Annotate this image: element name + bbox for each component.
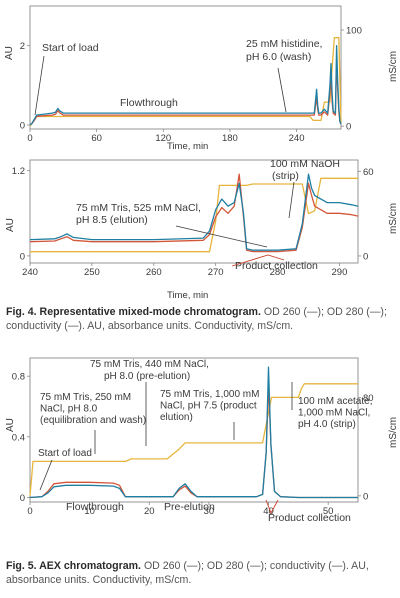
- fig5-frame: [29, 357, 359, 503]
- fig4-bottom-y2label: mS/cm: [388, 203, 399, 234]
- fig5-series-conductivity: [29, 383, 358, 496]
- fig4-bottom-series-conductivity: [30, 177, 358, 253]
- fig4-bottom-xtick-label: 290: [332, 267, 348, 278]
- annotation-product-elution-buffer-line1: 75 mM Tris, 1,000 mM: [160, 389, 259, 400]
- annotation-product-collection-fig5-pointer: [265, 499, 279, 515]
- fig4-bottom-xtick-label: 260: [146, 267, 162, 278]
- fig4-bottom-ylabel: AU: [5, 218, 16, 232]
- fig4-top-plot-area: 0 60 120 180 240 0 2 0 100: [20, 5, 362, 144]
- fig4-bottom-chart: 240 250 260 270 280 290 0 1.2 0 60 AU mS/cm Time,…: [5, 158, 399, 301]
- annotation-acetate-strip-line2: 1,000 mM NaCl,: [298, 408, 370, 419]
- annotation-product-elution-buffer-line2: NaCl, pH 7.5 (product: [160, 401, 257, 412]
- annotation-naoh-strip-line2: (strip): [272, 170, 299, 182]
- fig5-series-od260: [29, 366, 358, 499]
- fig5-ytick-label: 0: [20, 493, 25, 504]
- fig4-top-ylabel: AU: [4, 46, 15, 60]
- fig4-top-xtick-label: 240: [289, 133, 305, 144]
- fig5-xtick-label: 30: [204, 506, 215, 517]
- annotation-acetate-strip-line1: 100 mM acetate,: [298, 396, 372, 407]
- annotation-start-of-load-fig5-pointer: [39, 459, 53, 491]
- annotation-product-elution-buffer-line3: elution): [160, 412, 193, 423]
- fig4-top-series-od260: [29, 45, 342, 126]
- fig4-bottom-plot-area: 240 250 260 270 280 290 0 1.2 0 60: [12, 159, 374, 278]
- annotation-acetate-strip: 100 mM acetate, 1,000 mM NaCl, pH 4.0 (s…: [298, 396, 375, 430]
- fig4-top-y2tick-label: 0: [346, 122, 351, 133]
- fig4-caption-body: OD 260 (—); OD 280 (—); conductivity (—)…: [6, 306, 387, 332]
- fig4-bottom-xtick-label: 280: [270, 267, 286, 278]
- fig5-xtick-label: 20: [144, 506, 155, 517]
- annotation-start-of-load-pointer: [34, 55, 45, 116]
- fig5-caption-title: Fig. 5. AEX chromatogram.: [6, 560, 141, 572]
- fig4-bottom-y2tick-label: 0: [363, 251, 368, 262]
- annotation-start-of-load: Start of load: [42, 42, 99, 54]
- fig5-y2tick-label: 0: [363, 491, 368, 502]
- annotation-flowthrough-fig5: Flowthrough: [66, 501, 124, 513]
- fig5-caption: Fig. 5. AEX chromatogram. OD 260 (—); OD…: [6, 560, 394, 587]
- fig4-bottom-ytick-label: 0: [20, 251, 25, 262]
- fig4-top-frame: [29, 5, 342, 130]
- fig5-ylabel: AU: [5, 418, 16, 432]
- annotation-product-collection-fig5: Product collection: [268, 512, 351, 524]
- annotation-histidine-wash-line1: 25 mM histidine,: [246, 38, 322, 50]
- annotation-elution: 75 mM Tris, 525 mM NaCl, pH 8.5 (elution…: [76, 202, 204, 226]
- annotation-equilibration-line2: NaCl, pH 8.0: [40, 404, 98, 415]
- annotation-flowthrough-top: Flowthrough: [120, 97, 178, 109]
- annotation-pre-elution-buffer-line2: pH 8.0 (pre-elution): [104, 371, 190, 382]
- fig4-bottom-xlabel: Time, min: [167, 290, 208, 301]
- fig4-top-xtick-label: 120: [155, 133, 171, 144]
- fig4-bottom-frame: [29, 159, 359, 264]
- fig4-top-xtick-label: 180: [222, 133, 238, 144]
- annotation-product-collection-top: Product collection: [235, 260, 318, 272]
- fig5-xtick-label: 10: [84, 506, 95, 517]
- annotation-pre-elution-peak: Pre-elution: [164, 501, 215, 513]
- fig5-chart: 0 10 20 30 40 50 0 0.4 0.8 0 80 AU mS/cm 75 mM Tri…: [5, 357, 399, 524]
- fig4-caption-title: Fig. 4. Representative mixed-mode chroma…: [6, 306, 261, 318]
- fig4-top-series-od280: [29, 60, 342, 126]
- annotation-elution-pointer: [175, 225, 268, 248]
- annotation-product-collection-pointer: [231, 254, 285, 267]
- fig4-bottom-series-od260: [29, 173, 359, 251]
- annotation-equilibration: 75 mM Tris, 250 mM NaCl, pH 8.0 (equilib…: [40, 392, 146, 426]
- annotation-product-elution-buffer: 75 mM Tris, 1,000 mM NaCl, pH 7.5 (produ…: [160, 389, 262, 423]
- fig4-bottom-ytick-label: 1.2: [12, 166, 25, 177]
- annotation-histidine-wash-line2: pH 6.0 (wash): [246, 51, 311, 63]
- fig4-top-ytick-label: 2: [20, 41, 25, 52]
- annotation-histidine-wash: 25 mM histidine, pH 6.0 (wash): [246, 38, 325, 63]
- fig4-top-y2label: mS/cm: [388, 51, 399, 82]
- annotation-elution-line2: pH 8.5 (elution): [76, 214, 148, 226]
- fig4-top-ytick-label: 0: [20, 121, 25, 132]
- fig5-ytick-label: 0.4: [12, 432, 25, 443]
- annotation-elution-line1: 75 mM Tris, 525 mM NaCl,: [76, 202, 201, 214]
- fig4-bottom-y2tick-label: 60: [363, 167, 374, 178]
- annotation-naoh-strip-line1: 100 mM NaOH: [270, 158, 340, 170]
- annotation-naoh-pointer: [288, 181, 295, 219]
- fig5-caption-body: OD 260 (—); OD 280 (—); conductivity (—)…: [6, 560, 369, 586]
- annotation-naoh-strip: 100 mM NaOH (strip): [270, 158, 343, 182]
- annotation-equilibration-line1: 75 mM Tris, 250 mM: [40, 392, 131, 403]
- fig5-plot-area: 0 10 20 30 40 50 0 0.4 0.8 0 80: [12, 357, 374, 517]
- fig5-y2tick-label: 80: [363, 393, 374, 404]
- fig4-top-y2tick-label: 100: [346, 26, 362, 37]
- fig4-bottom-series-od280: [29, 173, 359, 253]
- fig4-bottom-xtick-label: 240: [22, 267, 38, 278]
- annotation-pre-elution-buffer-line1: 75 mM Tris, 440 mM NaCl,: [90, 359, 209, 370]
- fig4-top-xlabel: Time, min: [167, 141, 208, 152]
- fig5-y2label: mS/cm: [388, 417, 399, 448]
- fig5-xtick-label: 40: [263, 506, 274, 517]
- fig5-ytick-label: 0.8: [12, 372, 25, 383]
- fig4-top-chart: 0 60 120 180 240 0 2 0 100 AU mS/cm Time, min St…: [4, 5, 399, 152]
- fig5-xtick-label: 0: [27, 506, 32, 517]
- fig4-bottom-xtick-label: 270: [208, 267, 224, 278]
- annotation-acetate-strip-line3: pH 4.0 (strip): [298, 419, 356, 430]
- fig4-caption: Fig. 4. Representative mixed-mode chroma…: [6, 306, 394, 333]
- fig4-top-xtick-label: 0: [27, 133, 32, 144]
- annotation-equilibration-line3: (equilibration and wash): [40, 415, 146, 426]
- fig5-xtick-label: 50: [323, 506, 334, 517]
- annotation-pre-elution-buffer: 75 mM Tris, 440 mM NaCl, pH 8.0 (pre-elu…: [90, 359, 212, 382]
- fig4-bottom-xtick-label: 250: [84, 267, 100, 278]
- annotation-start-of-load-fig5: Start of load: [38, 448, 92, 459]
- annotation-wash-pointer: [277, 67, 287, 113]
- fig4-top-xtick-label: 60: [91, 133, 102, 144]
